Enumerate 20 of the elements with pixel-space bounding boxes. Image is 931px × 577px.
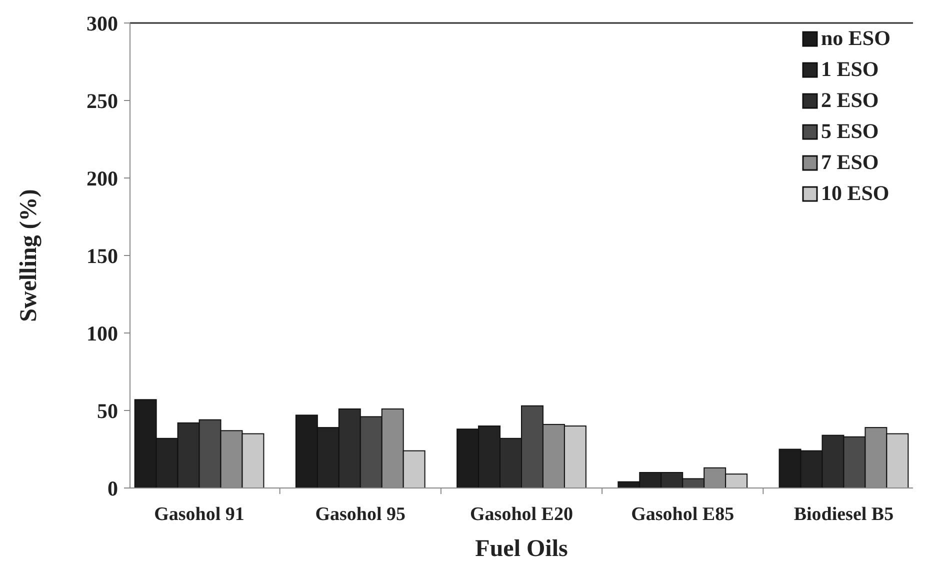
- y-tick-label: 250: [86, 88, 118, 113]
- x-axis-title: Fuel Oils: [475, 536, 568, 562]
- y-tick-label: 300: [86, 11, 118, 36]
- y-tick-label: 0: [108, 476, 118, 500]
- legend-label: 1 ESO: [821, 57, 879, 81]
- y-tick-label: 200: [86, 166, 118, 190]
- x-tick-label: Gasohol E85: [631, 504, 734, 525]
- x-tick-label: Gasohol E20: [470, 504, 573, 525]
- x-tick-label: Biodiesel B5: [794, 504, 894, 525]
- legend-label: 2 ESO: [821, 88, 879, 112]
- legend-label: 10 ESO: [821, 181, 890, 205]
- y-tick-label: 150: [86, 244, 118, 268]
- x-tick-label: Gasohol 91: [154, 504, 244, 525]
- legend-label: 5 ESO: [821, 119, 879, 143]
- y-axis-title: Swelling (%): [16, 189, 42, 322]
- x-tick-label: Gasohol 95: [315, 504, 406, 525]
- y-tick-label: 100: [86, 321, 118, 346]
- legend-label: 7 ESO: [821, 150, 879, 174]
- y-tick-label: 50: [97, 398, 118, 423]
- legend-label: no ESO: [821, 26, 890, 50]
